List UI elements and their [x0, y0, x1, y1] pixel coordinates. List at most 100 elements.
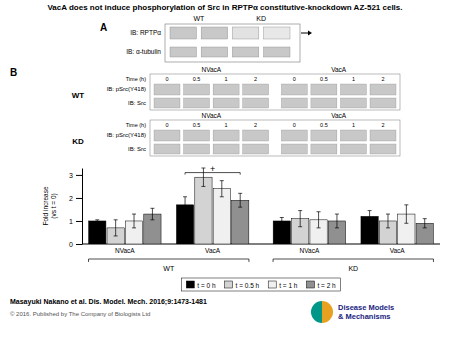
blot-band — [281, 98, 307, 108]
time-label: 0 — [293, 122, 296, 128]
blot-band — [243, 84, 269, 95]
logo: Disease Models& Mechanisms — [311, 301, 394, 323]
legend-item: t = 0 h — [186, 281, 216, 289]
error-bar-cap — [183, 196, 187, 197]
y-axis-title: Fold increase(vs t = 0) — [42, 186, 58, 225]
blot-band — [170, 27, 196, 39]
y-tick: 0 — [69, 241, 82, 248]
error-bar-stem — [281, 218, 282, 225]
logo-text: & Mechanisms — [338, 312, 391, 321]
error-bar-stem — [424, 219, 425, 228]
y-tick-mark — [76, 198, 82, 199]
blot-band — [154, 98, 180, 108]
time-label: 0.5 — [193, 122, 201, 128]
x-tick-label: NVacA — [300, 247, 320, 254]
blot-band — [340, 98, 366, 108]
significance-bracket: + — [185, 164, 240, 175]
blot-band — [184, 144, 210, 154]
column-header: WT — [193, 15, 205, 22]
error-bar-cap — [280, 217, 284, 218]
blot-band — [154, 144, 180, 154]
error-bar — [368, 211, 372, 223]
error-bar-cap — [201, 186, 205, 187]
error-bar-stem — [300, 211, 301, 227]
legend-frame — [181, 278, 340, 291]
column-header: VacA — [331, 66, 347, 73]
error-bar — [150, 208, 154, 220]
blot-band — [340, 130, 366, 141]
row-label: IB: α-tubulin — [126, 48, 161, 55]
error-bar — [95, 220, 99, 222]
y-axis: 0123 — [69, 169, 82, 248]
blot-band — [370, 144, 396, 154]
y-tick-label: 3 — [69, 172, 73, 179]
error-bar — [404, 205, 408, 223]
logo-text: Disease Models — [338, 303, 394, 312]
copyright: © 2016. Published by The Company of Biol… — [10, 311, 150, 317]
cell-line-label: WT — [72, 91, 85, 100]
y-tick: 3 — [69, 172, 82, 179]
error-bar-cap — [220, 196, 224, 197]
error-bar — [132, 214, 136, 228]
error-bar-cap — [335, 214, 339, 215]
legend-swatch — [268, 281, 276, 288]
y-axis-title-line: Fold increase — [42, 186, 49, 225]
error-bar-stem — [318, 212, 319, 228]
title: VacA does not induce phosphorylation of … — [47, 3, 402, 12]
error-bar-stem — [115, 220, 116, 236]
error-bar-cap — [423, 227, 427, 228]
cell-line-label: KD — [72, 137, 84, 146]
blot-band — [311, 144, 337, 154]
blot-band — [311, 84, 337, 95]
bar — [273, 221, 290, 244]
error-bar — [423, 219, 427, 228]
time-label: 0.5 — [193, 76, 201, 82]
y-tick-label: 0 — [69, 241, 73, 248]
section-bracket — [273, 259, 433, 262]
blot-band — [232, 27, 258, 39]
error-bar-cap — [220, 180, 224, 181]
x-tick-label: VacA — [205, 247, 221, 254]
blot-band — [243, 130, 269, 141]
time-label: 2 — [254, 122, 257, 128]
blot-band — [311, 98, 337, 108]
error-bar-stem — [369, 211, 370, 223]
blot-band — [213, 84, 239, 95]
blot-band — [243, 144, 269, 154]
blot-band — [154, 84, 180, 95]
legend-label: t = 1 h — [279, 282, 298, 289]
time-label: 0 — [165, 122, 168, 128]
time-label: 2 — [254, 76, 257, 82]
legend-item: t = 0.5 h — [225, 281, 260, 289]
time-label: 0.5 — [320, 122, 328, 128]
error-bar-cap — [95, 219, 99, 220]
x-tick-label: NVacA — [115, 247, 135, 254]
section-label: KD — [348, 265, 358, 272]
error-bar-cap — [298, 226, 302, 227]
blot-frame — [165, 24, 300, 62]
citation: Masayuki Nakano et al. Dis. Model. Mech.… — [10, 298, 207, 306]
plot-marks — [89, 168, 434, 244]
error-bar-cap — [404, 204, 408, 205]
error-bar — [335, 214, 339, 228]
bar — [195, 177, 212, 244]
error-bar — [317, 212, 321, 228]
error-bar-cap — [150, 219, 154, 220]
logo-right — [322, 301, 333, 323]
error-bar-stem — [336, 214, 337, 228]
blot-frame — [150, 74, 400, 110]
error-bar-stem — [152, 208, 153, 220]
row-label: IB: Src — [128, 100, 146, 106]
y-tick-label: 1 — [69, 218, 73, 225]
panel-b: BNVacAVacATime (h)00.51200.512IB: pSrc(Y… — [10, 66, 400, 156]
error-bar-cap — [368, 210, 372, 211]
legend-label: t = 2 h — [317, 282, 336, 289]
error-bar-cap — [280, 224, 284, 225]
panel-label: A — [100, 22, 107, 33]
significance-mark: + — [210, 164, 215, 174]
legend-label: t = 0.5 h — [236, 282, 260, 289]
legend-swatch — [186, 281, 194, 288]
error-bar — [220, 181, 224, 197]
error-bar-cap — [404, 223, 408, 224]
blot-band — [370, 84, 396, 95]
